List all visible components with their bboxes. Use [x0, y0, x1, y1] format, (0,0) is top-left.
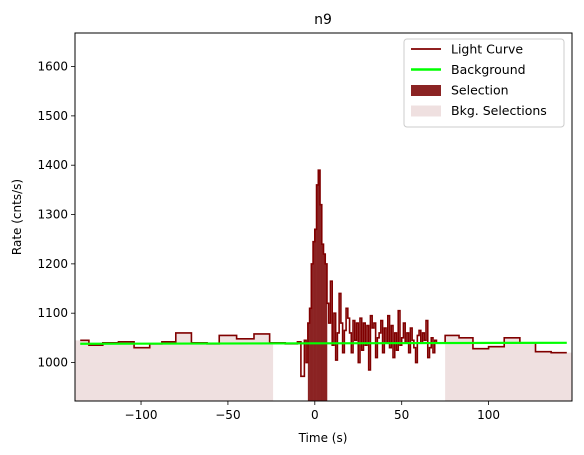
x-axis-title: Time (s) [298, 431, 348, 445]
plot-frame [74, 32, 573, 402]
x-tick-label: 0 [311, 408, 319, 422]
y-tick-label: 1200 [37, 257, 68, 271]
chart-title: n9 [314, 12, 332, 28]
legend-frame [403, 38, 565, 128]
selection-bar [318, 170, 321, 401]
legend-label: Selection [451, 83, 509, 98]
x-tick-label: −100 [125, 408, 158, 422]
background-line [80, 341, 567, 345]
selection-bar [309, 308, 312, 401]
selection-bar [320, 204, 323, 401]
legend-items: Light Curve Background Selection Bkg. Selec… [411, 42, 547, 118]
y-axis: 1000 1100 1200 1300 1400 1500 1600 [37, 60, 75, 370]
y-tick-label: 1400 [37, 158, 68, 172]
y-tick-label: 1100 [37, 306, 68, 320]
x-axis: −100 −50 0 50 100 [125, 401, 500, 422]
x-tick-label: 50 [394, 408, 409, 422]
legend-label: Background [451, 62, 526, 77]
light-curve-layer [80, 169, 567, 378]
y-tick-label: 1600 [37, 60, 68, 74]
selection-bar [314, 229, 317, 401]
selection-bar [321, 244, 324, 401]
selection-bar [316, 184, 319, 401]
light-curve-line [80, 169, 567, 378]
x-tick-label: −50 [215, 408, 240, 422]
selection-bar [311, 263, 314, 401]
selection-layer [307, 170, 328, 401]
x-tick-label: 100 [477, 408, 500, 422]
background-line-layer [80, 341, 567, 345]
y-tick-label: 1500 [37, 109, 68, 123]
legend-swatch-patch [411, 105, 441, 117]
selection-bar [323, 253, 326, 401]
legend-label: Light Curve [451, 42, 523, 57]
selection-bar [325, 263, 328, 401]
y-tick-label: 1000 [37, 356, 68, 370]
y-tick-label: 1300 [37, 208, 68, 222]
legend: Light Curve Background Selection Bkg. Selec… [403, 38, 565, 128]
y-axis-title: Rate (cnts/s) [10, 179, 24, 255]
legend-label: Bkg. Selections [451, 103, 547, 118]
selection-bar [307, 323, 310, 401]
selection-bar [313, 241, 316, 401]
legend-swatch-patch [411, 85, 441, 96]
bkg-selection-region-0 [75, 332, 274, 401]
